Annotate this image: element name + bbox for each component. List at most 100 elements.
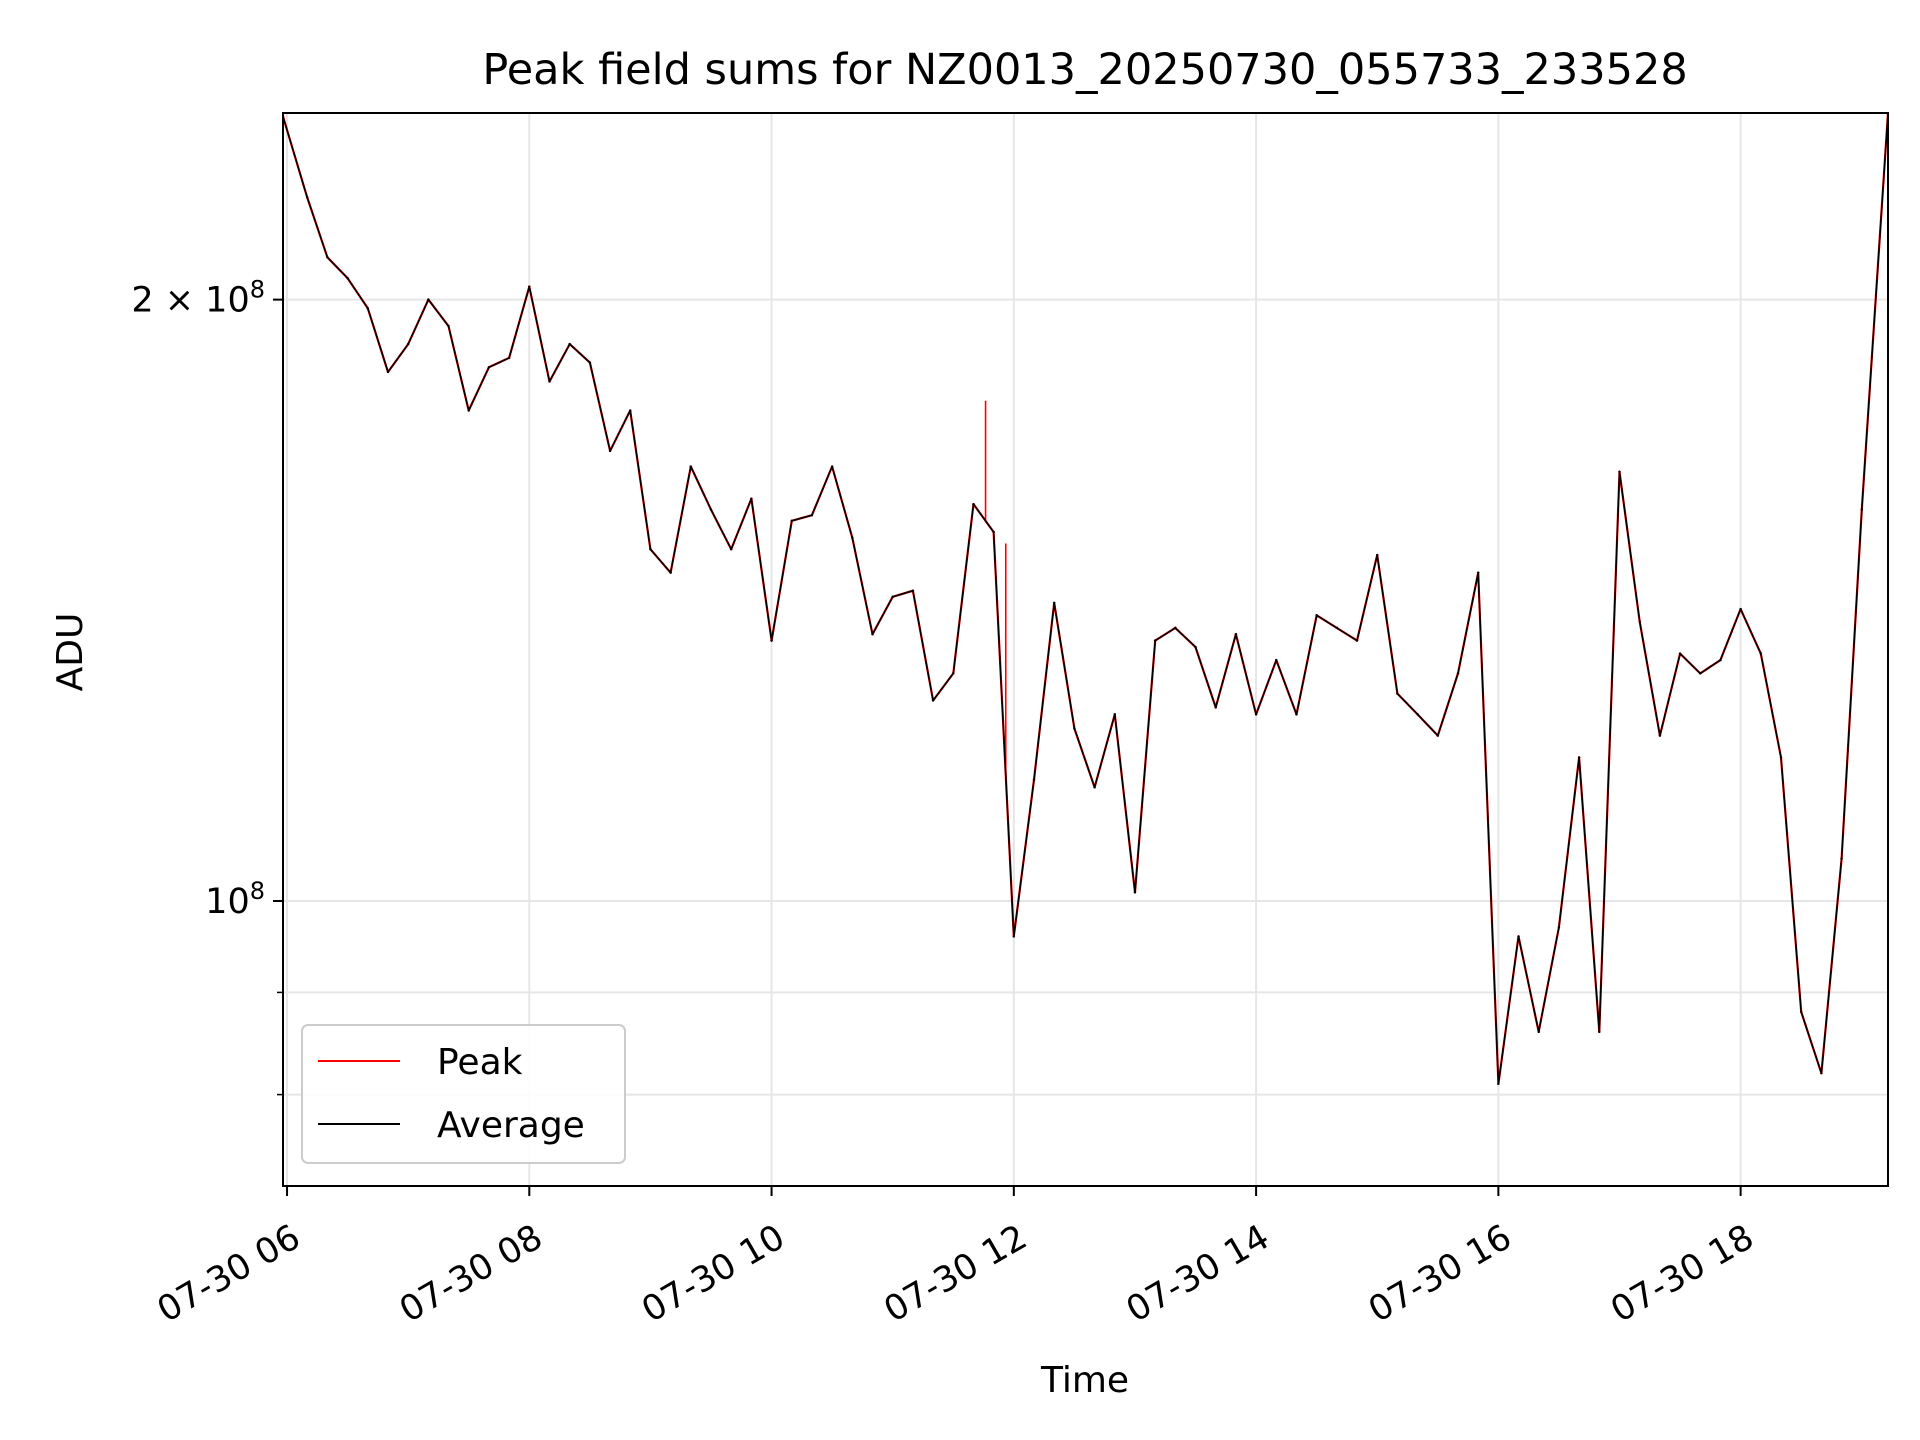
data-point-average-63: [1557, 926, 1561, 929]
data-point-average-73: [1759, 652, 1763, 655]
data-point-average-39: [1073, 727, 1076, 730]
x-tick-label-5: 07-30 16: [1362, 1217, 1518, 1330]
data-point-average-60: [1497, 1082, 1500, 1086]
data-point-average-24: [770, 639, 773, 642]
y-tick-label-1: 108: [205, 877, 265, 922]
data-point-average-3: [346, 277, 349, 280]
data-point-average-61: [1517, 935, 1520, 938]
data-point-average-12: [528, 285, 531, 288]
data-point-average-66: [1618, 470, 1621, 474]
data-point-average-65: [1598, 1030, 1601, 1034]
data-point-average-52: [1335, 626, 1339, 630]
x-axis: 07-30 06 07-30 08 07-30 10 07-30 12 07-30 14…: [151, 1186, 1761, 1331]
data-point-average-8: [447, 324, 450, 328]
x-tick-label-4: 07-30 14: [1120, 1217, 1276, 1330]
data-point-average-20: [689, 465, 693, 468]
data-point-average-36: [1012, 935, 1016, 938]
data-point-average-25: [790, 519, 793, 522]
data-point-average-4: [366, 307, 369, 310]
data-point-average-13: [548, 380, 551, 383]
x-tick-label-1: 07-30 08: [393, 1217, 549, 1330]
data-point-average-50: [1295, 713, 1298, 716]
data-point-average-9: [467, 409, 470, 412]
data-point-average-54: [1376, 553, 1379, 557]
chart-title: Peak field sums for NZ0013_20250730_0557…: [482, 45, 1687, 95]
series-line-average: [283, 113, 1888, 1085]
data-point-average-31: [911, 589, 915, 592]
legend-label-peak: Peak: [437, 1042, 523, 1083]
data-point-average-29: [871, 633, 874, 636]
data-point-average-2: [326, 256, 329, 259]
data-point-average-33: [952, 672, 955, 675]
data-point-average-76: [1820, 1071, 1823, 1075]
y-axis: 2 × 108 108: [131, 276, 283, 1096]
data-point-average-17: [629, 409, 632, 412]
data-point-average-67: [1638, 620, 1641, 623]
data-point-average-77: [1840, 857, 1843, 860]
data-point-average-14: [568, 342, 571, 346]
data-point-average-40: [1093, 786, 1096, 789]
data-point-average-69: [1678, 652, 1682, 655]
data-point-average-5: [386, 370, 390, 374]
data-point-average-46: [1214, 706, 1217, 709]
y-axis-label: ADU: [50, 613, 91, 692]
data-point-average-51: [1315, 614, 1318, 617]
data-point-average-6: [406, 342, 410, 346]
data-point-average-72: [1739, 607, 1742, 611]
data-point-average-35: [992, 530, 995, 534]
data-point-average-53: [1355, 639, 1359, 642]
series-layer: [283, 113, 1888, 1086]
data-point-average-7: [427, 298, 430, 301]
y-tick-label-0: 2 × 108: [131, 276, 265, 321]
data-point-average-71: [1719, 658, 1722, 662]
data-point-average-42: [1133, 891, 1137, 894]
legend-label-average: Average: [437, 1105, 585, 1146]
plot-frame: [282, 112, 1889, 1187]
data-point-average-10: [487, 366, 491, 369]
data-point-average-75: [1799, 1010, 1803, 1014]
series-line-peak: [283, 113, 1888, 1085]
data-point-average-19: [669, 571, 672, 574]
data-point-average-45: [1194, 645, 1197, 649]
data-point-average-21: [709, 508, 713, 511]
data-point-average-58: [1456, 672, 1460, 675]
data-point-average-56: [1416, 713, 1419, 716]
data-point-average-68: [1658, 734, 1662, 737]
data-point-average-55: [1396, 692, 1399, 695]
data-point-average-44: [1174, 626, 1177, 630]
data-point-average-57: [1436, 734, 1439, 737]
data-point-average-78: [1860, 508, 1863, 511]
data-point-average-37: [1032, 778, 1036, 781]
data-point-average-27: [830, 465, 834, 468]
legend: Peak Average: [301, 1024, 626, 1164]
data-point-average-28: [851, 536, 854, 539]
legend-box: [301, 1024, 626, 1164]
x-tick-label-0: 07-30 06: [151, 1217, 307, 1330]
data-point-average-38: [1053, 601, 1056, 605]
x-tick-label-2: 07-30 10: [635, 1217, 791, 1330]
data-point-average-32: [931, 699, 935, 702]
data-point-average-11: [507, 356, 511, 360]
data-point-average-43: [1153, 639, 1157, 642]
data-point-average-1: [306, 196, 309, 199]
x-tick-label-6: 07-30 18: [1604, 1217, 1760, 1330]
data-point-average-22: [729, 548, 733, 551]
data-point-average-18: [649, 548, 652, 551]
data-point-average-64: [1577, 756, 1581, 759]
data-point-average-59: [1476, 571, 1480, 574]
data-point-average-47: [1234, 633, 1238, 636]
data-point-average-74: [1779, 756, 1783, 759]
x-tick-label-3: 07-30 12: [878, 1217, 1034, 1330]
data-point-average-26: [810, 513, 814, 517]
data-point-average-16: [608, 449, 612, 453]
data-point-average-30: [891, 595, 894, 598]
data-point-average-15: [588, 361, 592, 364]
data-point-average-23: [750, 497, 753, 500]
data-point-average-62: [1537, 1030, 1540, 1034]
data-point-average-41: [1113, 713, 1116, 716]
data-point-average-48: [1254, 713, 1258, 716]
data-point-average-49: [1275, 658, 1278, 662]
data-point-average-34: [972, 502, 975, 506]
data-point-average-70: [1699, 672, 1702, 675]
